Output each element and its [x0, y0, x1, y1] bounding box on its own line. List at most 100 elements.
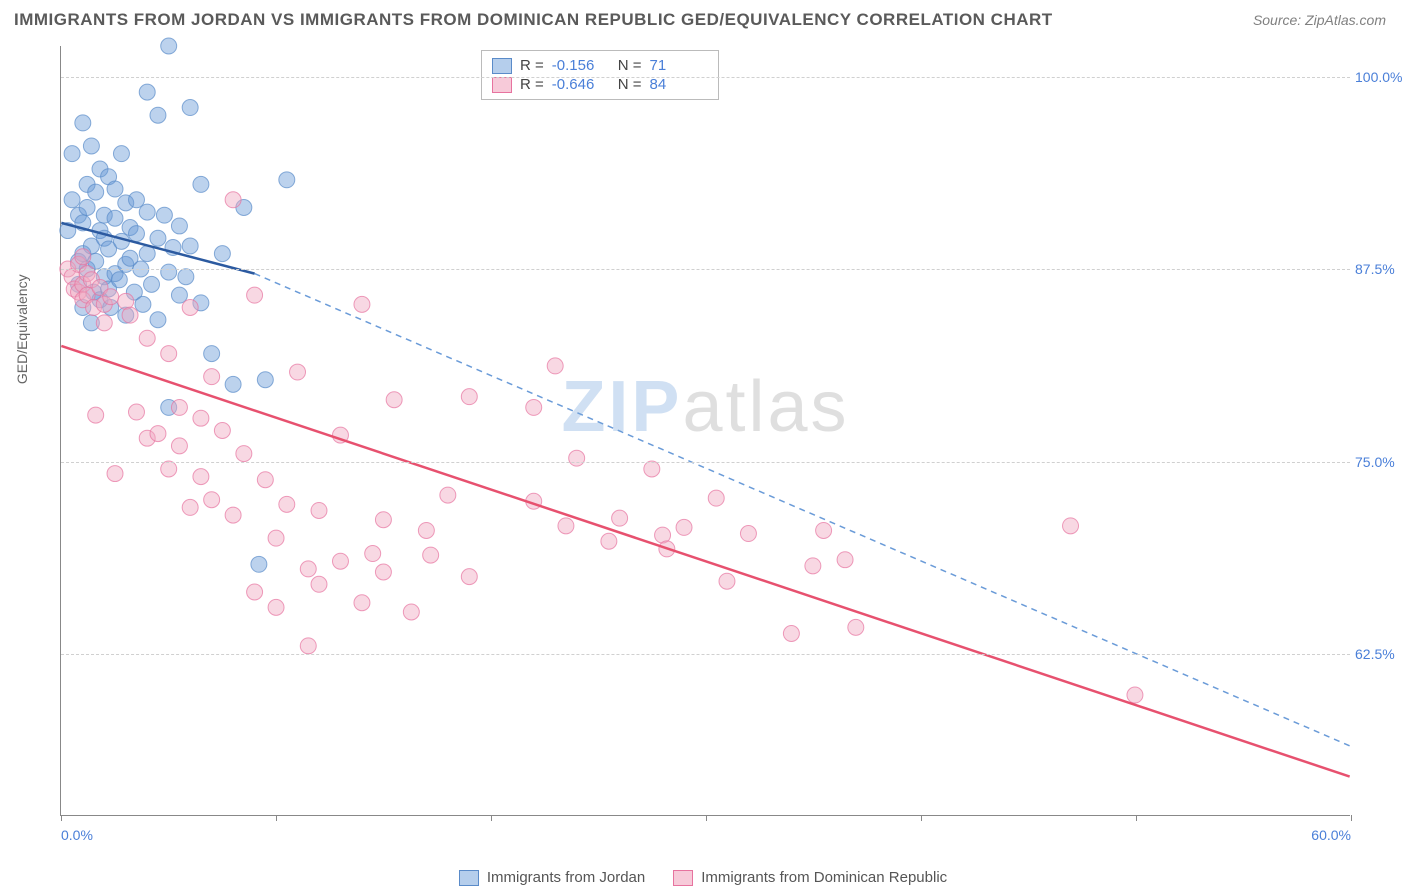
data-point: [150, 230, 166, 246]
x-tick: [1351, 815, 1352, 821]
data-point: [111, 272, 127, 288]
r-label: R =: [520, 57, 544, 74]
data-point: [440, 487, 456, 503]
data-point: [139, 204, 155, 220]
data-point: [526, 399, 542, 415]
legend-item-dominican: Immigrants from Dominican Republic: [673, 869, 947, 886]
data-point: [236, 446, 252, 462]
n-value-jordan: 71: [650, 57, 708, 74]
data-point: [225, 507, 241, 523]
data-point: [182, 100, 198, 116]
r-value-jordan: -0.156: [552, 57, 610, 74]
swatch-pink-icon: [673, 870, 693, 886]
data-point: [161, 461, 177, 477]
chart-title: IMMIGRANTS FROM JORDAN VS IMMIGRANTS FRO…: [14, 10, 1053, 30]
data-point: [354, 595, 370, 611]
data-point: [247, 584, 263, 600]
data-point: [783, 626, 799, 642]
data-point: [354, 296, 370, 312]
data-point: [171, 218, 187, 234]
data-point: [171, 399, 187, 415]
gridline: [61, 77, 1350, 78]
data-point: [247, 287, 263, 303]
data-point: [837, 552, 853, 568]
data-point: [740, 526, 756, 542]
data-point: [300, 638, 316, 654]
data-point: [225, 192, 241, 208]
data-point: [113, 146, 129, 162]
legend-label-dominican: Immigrants from Dominican Republic: [701, 869, 947, 886]
data-point: [182, 499, 198, 515]
data-point: [403, 604, 419, 620]
legend-label-jordan: Immigrants from Jordan: [487, 869, 645, 886]
x-tick-label: 0.0%: [61, 827, 93, 843]
data-point: [182, 299, 198, 315]
data-point: [150, 107, 166, 123]
data-point: [719, 573, 735, 589]
data-point: [193, 469, 209, 485]
gridline: [61, 654, 1350, 655]
x-tick: [276, 815, 277, 821]
data-point: [257, 472, 273, 488]
data-point: [569, 450, 585, 466]
n-value-dominican: 84: [650, 76, 708, 93]
data-point: [375, 564, 391, 580]
data-point: [311, 576, 327, 592]
data-point: [708, 490, 724, 506]
x-tick: [921, 815, 922, 821]
data-point: [676, 519, 692, 535]
gridline: [61, 462, 1350, 463]
data-point: [150, 426, 166, 442]
data-point: [311, 502, 327, 518]
trend-line-dashed: [255, 274, 1350, 746]
stats-row-dominican: R = -0.646 N = 84: [492, 76, 708, 93]
data-point: [135, 296, 151, 312]
data-point: [161, 264, 177, 280]
y-tick-label: 100.0%: [1355, 69, 1406, 85]
data-point: [251, 556, 267, 572]
data-point: [423, 547, 439, 563]
data-point: [129, 226, 145, 242]
data-point: [107, 210, 123, 226]
y-tick-label: 62.5%: [1355, 646, 1406, 662]
stats-row-jordan: R = -0.156 N = 71: [492, 57, 708, 74]
data-point: [193, 176, 209, 192]
data-point: [122, 307, 138, 323]
data-point: [214, 246, 230, 262]
y-tick-label: 87.5%: [1355, 261, 1406, 277]
data-point: [225, 376, 241, 392]
data-point: [418, 522, 434, 538]
data-point: [601, 533, 617, 549]
data-point: [204, 346, 220, 362]
n-label: N =: [618, 57, 642, 74]
data-point: [816, 522, 832, 538]
scatter-plot-svg: [61, 46, 1350, 815]
data-point: [1063, 518, 1079, 534]
x-tick-label: 60.0%: [1311, 827, 1351, 843]
y-tick-label: 75.0%: [1355, 454, 1406, 470]
data-point: [161, 346, 177, 362]
chart-container: GED/Equivalency ZIPatlas R = -0.156 N = …: [50, 46, 1350, 816]
y-axis-label: GED/Equivalency: [14, 274, 30, 384]
data-point: [268, 530, 284, 546]
data-point: [193, 410, 209, 426]
data-point: [204, 492, 220, 508]
data-point: [107, 466, 123, 482]
swatch-blue-icon: [459, 870, 479, 886]
data-point: [83, 138, 99, 154]
data-point: [161, 38, 177, 54]
data-point: [1127, 687, 1143, 703]
r-label: R =: [520, 76, 544, 93]
data-point: [156, 207, 172, 223]
data-point: [558, 518, 574, 534]
data-point: [365, 546, 381, 562]
data-point: [204, 369, 220, 385]
n-label: N =: [618, 76, 642, 93]
data-point: [96, 315, 112, 331]
x-tick: [61, 815, 62, 821]
data-point: [139, 84, 155, 100]
data-point: [257, 372, 273, 388]
legend-item-jordan: Immigrants from Jordan: [459, 869, 645, 886]
data-point: [75, 115, 91, 131]
x-tick: [706, 815, 707, 821]
